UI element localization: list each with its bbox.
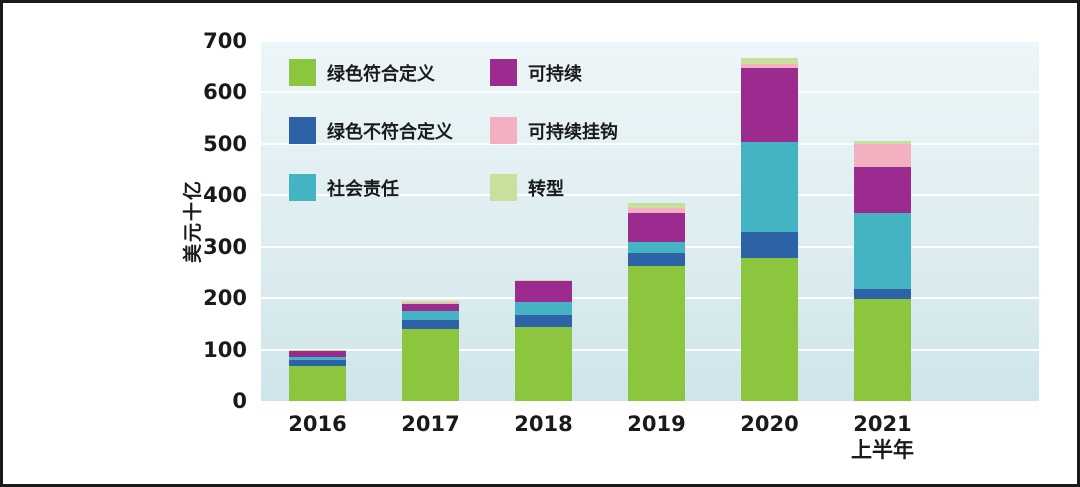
legend-label-绿色符合定义: 绿色符合定义 [327, 63, 435, 85]
gridline-600 [261, 91, 1039, 94]
legend-swatch-可持续 [490, 59, 517, 86]
bar-segment-2019-转型 [628, 203, 685, 209]
legend-item-绿色不符合定义: 绿色不符合定义 [289, 117, 453, 144]
bar-segment-2020-绿色不符合定义 [741, 232, 798, 259]
legend-swatch-绿色不符合定义 [289, 117, 316, 144]
legend-swatch-可持续挂钩 [490, 117, 517, 144]
bar-segment-2021-社会责任 [854, 212, 911, 289]
x-label-2018: 2018 [479, 411, 609, 437]
bar-segment-2020-可持续挂钩 [741, 63, 798, 68]
gridline-500 [261, 142, 1039, 145]
legend-item-可持续: 可持续 [490, 59, 582, 86]
bar-segment-2021-绿色符合定义 [854, 299, 911, 401]
bar-segment-2017-社会责任 [402, 310, 459, 320]
bar-segment-2019-可持续 [628, 213, 685, 243]
y-tick-0: 0 [232, 389, 247, 413]
bar-segment-2018-绿色不符合定义 [515, 314, 572, 328]
bar-segment-2016-绿色不符合定义 [289, 359, 346, 367]
bar-2020 [741, 57, 798, 401]
bar-segment-2018-社会责任 [515, 301, 572, 315]
bar-segment-2021-转型 [854, 141, 911, 144]
bar-segment-2019-社会责任 [628, 242, 685, 254]
y-tick-500: 500 [203, 131, 247, 156]
bar-segment-2018-转型 [515, 280, 572, 282]
x-label-2017: 2017 [366, 411, 496, 437]
bar-segment-2019-可持续挂钩 [628, 208, 685, 214]
bar-segment-2018-绿色符合定义 [515, 327, 572, 401]
gridline-400 [261, 194, 1039, 197]
bar-segment-2021-可持续挂钩 [854, 143, 911, 167]
bar-2016 [289, 349, 346, 401]
bar-segment-2019-绿色符合定义 [628, 266, 685, 401]
plot-area: 绿色符合定义 绿色不符合定义 社会责任 可持续可持续挂钩转型 [261, 40, 1039, 401]
legend-item-可持续挂钩: 可持续挂钩 [490, 117, 618, 144]
bar-segment-2020-社会责任 [741, 142, 798, 233]
bar-segment-2016-绿色符合定义 [289, 366, 346, 401]
bar-segment-2016-社会责任 [289, 356, 346, 360]
bar-segment-2020-转型 [741, 57, 798, 64]
legend-label-可持续: 可持续 [528, 63, 582, 85]
legend-item-绿色符合定义: 绿色符合定义 [289, 59, 435, 86]
legend-label-绿色不符合定义: 绿色不符合定义 [327, 121, 453, 143]
y-tick-400: 400 [203, 183, 247, 208]
y-tick-300: 300 [203, 234, 247, 259]
x-label-year-2019: 2019 [627, 412, 686, 436]
legend-item-社会责任: 社会责任 [289, 174, 399, 201]
bar-2019 [628, 203, 685, 401]
bar-segment-2017-转型 [402, 300, 459, 303]
x-label-2016: 2016 [253, 411, 383, 437]
bar-segment-2017-绿色不符合定义 [402, 319, 459, 329]
x-label-year-2018: 2018 [514, 412, 573, 436]
legend-label-可持续挂钩: 可持续挂钩 [528, 121, 618, 143]
legend-item-转型: 转型 [490, 174, 564, 201]
legend-swatch-社会责任 [289, 174, 316, 201]
bar-segment-2018-可持续 [515, 281, 572, 302]
x-label-year-2017: 2017 [401, 412, 460, 436]
bar-segment-2017-可持续挂钩 [402, 302, 459, 305]
bar-segment-2016-转型 [289, 349, 346, 351]
legend-swatch-绿色符合定义 [289, 59, 316, 86]
bar-segment-2021-可持续 [854, 166, 911, 213]
legend-label-转型: 转型 [528, 178, 564, 200]
x-label-year-2020: 2020 [740, 412, 799, 436]
x-label-2021: 2021 上半年 [818, 411, 948, 463]
x-label-year-2016: 2016 [288, 412, 347, 436]
x-label-2020: 2020 [705, 411, 835, 437]
y-tick-200: 200 [203, 286, 247, 311]
bar-segment-2017-可持续 [402, 304, 459, 311]
bar-segment-2019-绿色不符合定义 [628, 253, 685, 267]
bar-segment-2017-绿色符合定义 [402, 329, 459, 401]
x-label-year-2021: 2021 [853, 412, 912, 436]
bar-2021 [854, 141, 911, 401]
gridline-700 [261, 40, 1039, 42]
y-tick-700: 700 [203, 29, 247, 53]
bar-segment-2021-绿色不符合定义 [854, 288, 911, 300]
legend-label-社会责任: 社会责任 [327, 178, 399, 200]
bar-2018 [515, 280, 572, 401]
y-tick-100: 100 [203, 337, 247, 362]
legend-swatch-转型 [490, 174, 517, 201]
y-tick-600: 600 [203, 80, 247, 105]
bar-segment-2020-可持续 [741, 67, 798, 143]
x-label-sub-2021: 上半年 [851, 438, 914, 462]
x-label-2019: 2019 [592, 411, 722, 437]
bar-2017 [402, 300, 459, 401]
bar-segment-2016-可持续 [289, 350, 346, 357]
bar-segment-2020-绿色符合定义 [741, 258, 798, 401]
